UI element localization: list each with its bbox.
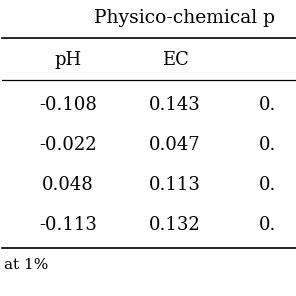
Text: -0.108: -0.108 (39, 96, 97, 114)
Text: -0.022: -0.022 (39, 136, 97, 154)
Text: pH: pH (54, 51, 82, 69)
Text: 0.143: 0.143 (149, 96, 201, 114)
Text: 0.: 0. (259, 96, 277, 114)
Text: 0.048: 0.048 (42, 176, 94, 194)
Text: EC: EC (162, 51, 189, 69)
Text: 0.132: 0.132 (149, 216, 201, 234)
Text: at 1%: at 1% (4, 258, 48, 272)
Text: 0.113: 0.113 (149, 176, 201, 194)
Text: -0.113: -0.113 (39, 216, 97, 234)
Text: Physico-chemical p: Physico-chemical p (94, 9, 276, 27)
Text: 0.: 0. (259, 136, 277, 154)
Text: 0.047: 0.047 (149, 136, 201, 154)
Text: 0.: 0. (259, 216, 277, 234)
Text: 0.: 0. (259, 176, 277, 194)
